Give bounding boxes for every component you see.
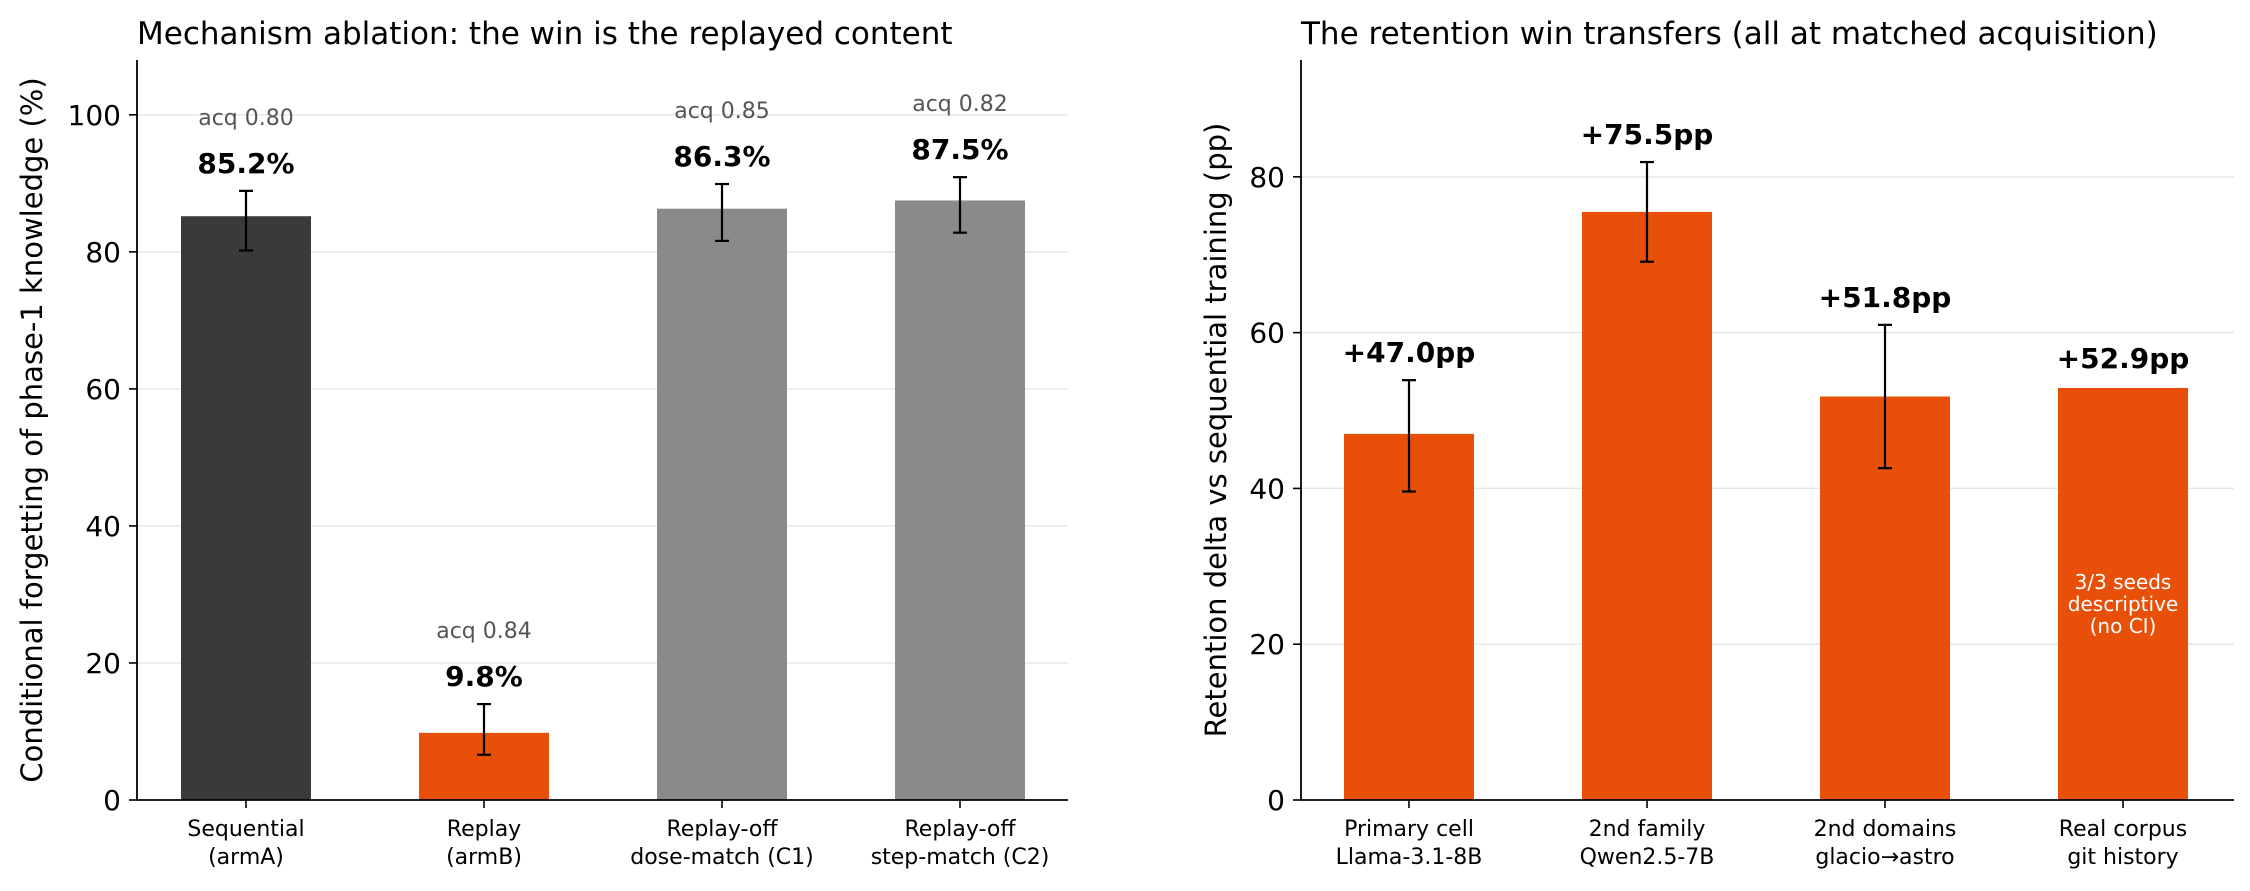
y-tick-label: 20 bbox=[85, 647, 121, 680]
y-axis-label: Conditional forgetting of phase-1 knowle… bbox=[15, 77, 49, 782]
value-label: 9.8% bbox=[445, 660, 523, 693]
y-tick-label: 80 bbox=[1249, 161, 1285, 194]
bar-note: 3/3 seeds descriptive (no CI) bbox=[2068, 570, 2178, 638]
acq-annotation: acq 0.85 bbox=[674, 99, 770, 124]
y-tick-label: 0 bbox=[103, 784, 121, 817]
x-tick-label: Primary cell Llama-3.1-8B bbox=[1336, 817, 1483, 870]
chart-title: The retention win transfers (all at matc… bbox=[1300, 16, 2158, 52]
bar bbox=[895, 200, 1025, 801]
y-tick-label: 60 bbox=[1249, 317, 1285, 350]
x-tick-label: 2nd domains glacio→astro bbox=[1814, 817, 1957, 870]
x-tick-label: Replay-off dose-match (C1) bbox=[630, 817, 813, 870]
value-label: 85.2% bbox=[197, 147, 294, 180]
value-label: 87.5% bbox=[911, 133, 1008, 166]
bar bbox=[1582, 211, 1712, 801]
value-label: +47.0pp bbox=[1343, 336, 1476, 369]
value-label: +52.9pp bbox=[2057, 342, 2190, 375]
panel-retention-transfer: 0 20 40 60 80 +47.0pp Primary cell Llama-3.1-8B… bbox=[1199, 16, 2234, 870]
x-tick-label: Sequential (armA) bbox=[187, 817, 304, 870]
x-tick-label: Real corpus git history bbox=[2059, 817, 2187, 870]
value-label: 86.3% bbox=[673, 140, 770, 173]
bar bbox=[657, 208, 787, 800]
bar bbox=[1344, 433, 1474, 800]
chart-title: Mechanism ablation: the win is the repla… bbox=[137, 16, 953, 52]
y-tick-label: 0 bbox=[1267, 784, 1285, 817]
value-label: +75.5pp bbox=[1581, 118, 1714, 151]
y-tick-label: 100 bbox=[68, 99, 121, 132]
acq-annotation: acq 0.82 bbox=[912, 92, 1008, 117]
x-tick-label: 2nd family Qwen2.5-7B bbox=[1580, 817, 1715, 870]
y-axis-label: Retention delta vs sequential training (… bbox=[1199, 123, 1233, 738]
y-tick-label: 60 bbox=[85, 373, 121, 406]
acq-annotation: acq 0.84 bbox=[436, 619, 532, 644]
bar bbox=[2058, 387, 2188, 800]
y-tick-label: 40 bbox=[1249, 472, 1285, 505]
y-tick-label: 20 bbox=[1249, 628, 1285, 661]
x-tick-label: Replay-off step-match (C2) bbox=[871, 817, 1050, 870]
value-label: +51.8pp bbox=[1819, 281, 1952, 314]
panel-mechanism-ablation: 0 20 40 60 80 100 85.2% acq 0.80 Sequential (armA… bbox=[15, 16, 1068, 870]
y-tick-label: 40 bbox=[85, 510, 121, 543]
bar bbox=[181, 216, 311, 800]
x-tick-label: Replay (armB) bbox=[446, 817, 522, 870]
y-tick-label: 80 bbox=[85, 236, 121, 269]
acq-annotation: acq 0.80 bbox=[198, 106, 294, 131]
